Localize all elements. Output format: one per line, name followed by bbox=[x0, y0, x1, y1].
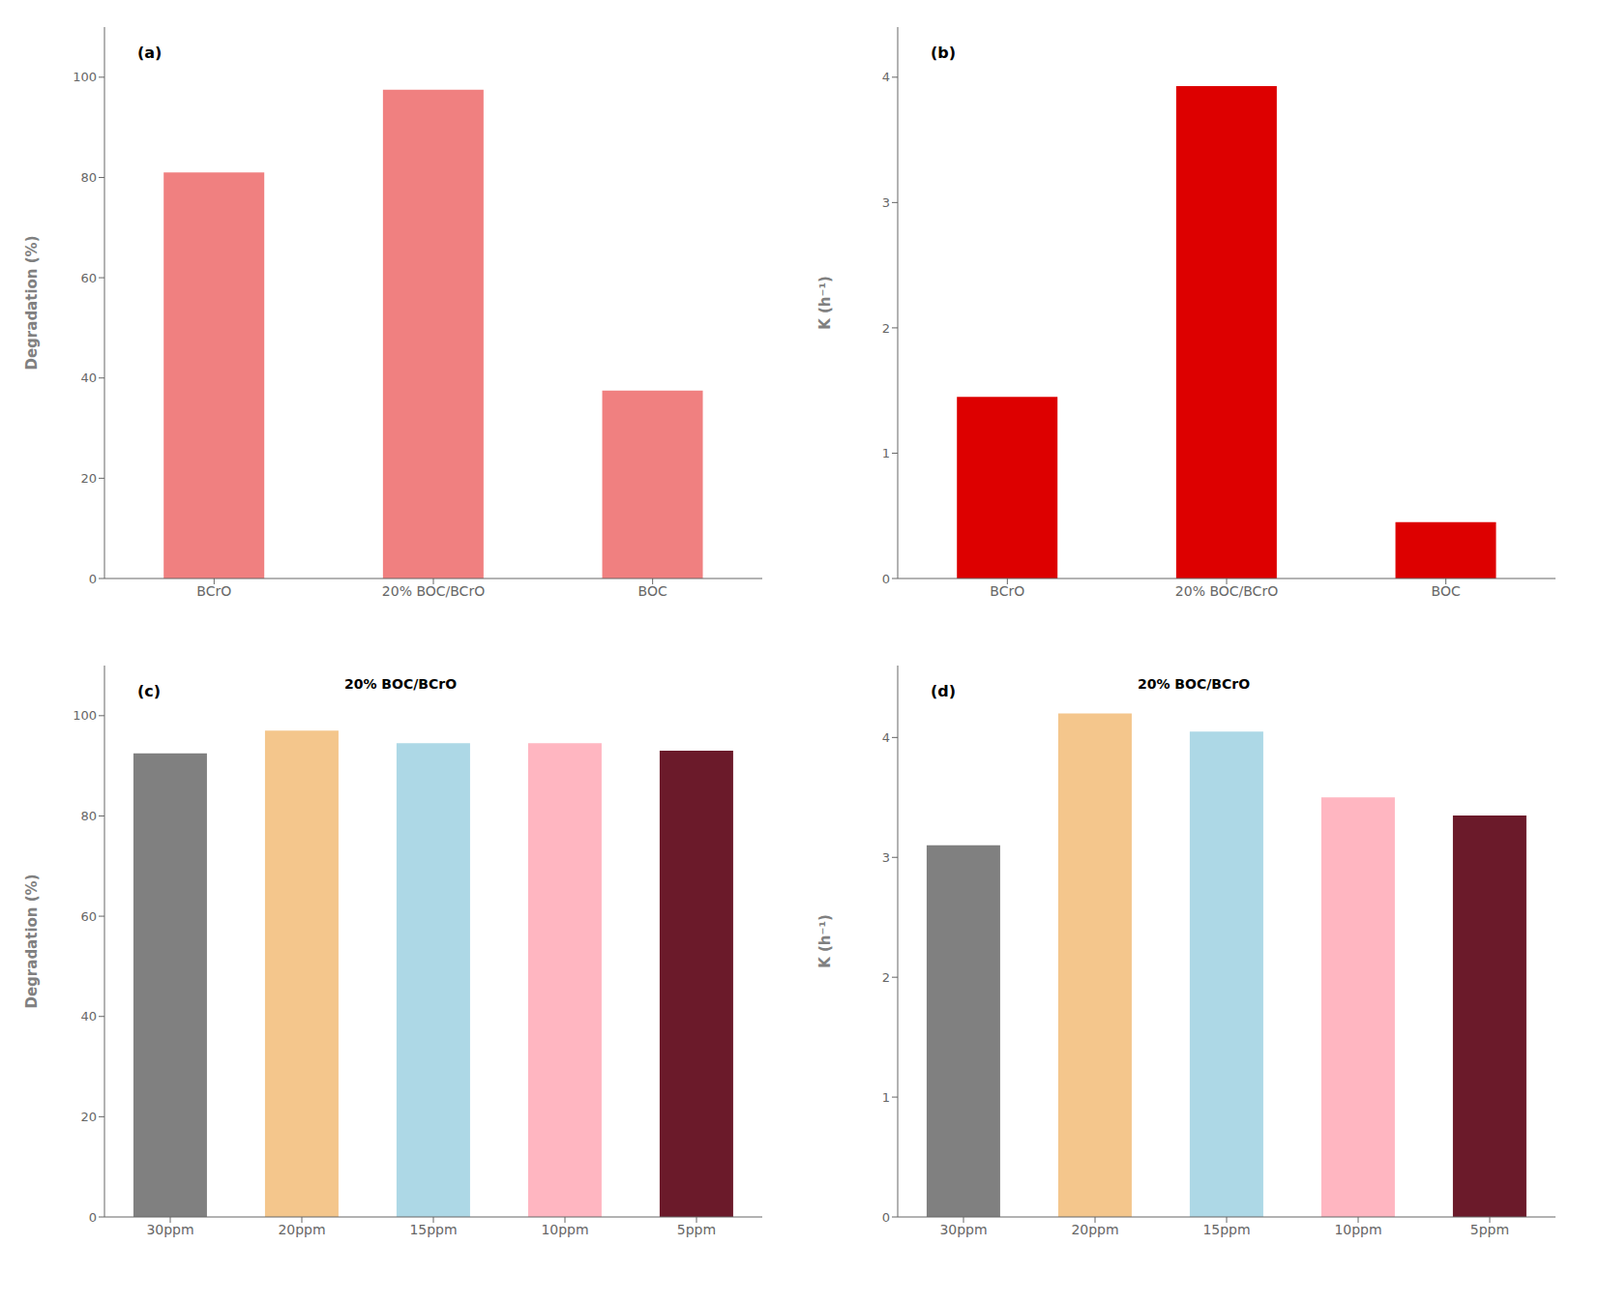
html-text:(b): (b) bbox=[930, 43, 956, 63]
svg-text:0: 0 bbox=[882, 1210, 890, 1225]
svg-text:20% BOC/BCrO: 20% BOC/BCrO bbox=[1175, 583, 1278, 599]
svg-text:K (h⁻¹): K (h⁻¹) bbox=[816, 275, 834, 330]
svg-text:80: 80 bbox=[80, 808, 97, 824]
svg-text:20: 20 bbox=[80, 471, 97, 486]
svg-text:4: 4 bbox=[882, 69, 890, 85]
svg-text:Degradation (%): Degradation (%) bbox=[23, 236, 41, 371]
html-text:(a): (a) bbox=[137, 43, 162, 63]
svg-text:0: 0 bbox=[88, 571, 97, 587]
svg-text:2: 2 bbox=[882, 321, 890, 336]
svg-text:4: 4 bbox=[882, 730, 890, 745]
svg-text:K (h⁻¹): K (h⁻¹) bbox=[816, 914, 834, 969]
svg-text:2: 2 bbox=[882, 970, 890, 985]
svg-text:0: 0 bbox=[882, 571, 890, 587]
svg-text:10ppm: 10ppm bbox=[540, 1221, 589, 1238]
svg-text:3: 3 bbox=[882, 195, 890, 210]
svg-text:60: 60 bbox=[80, 270, 97, 286]
html-text:20% BOC/BCrO: 20% BOC/BCrO bbox=[344, 676, 457, 693]
svg-text:30ppm: 30ppm bbox=[939, 1221, 987, 1238]
html-text:20% BOC/BCrO: 20% BOC/BCrO bbox=[1137, 676, 1250, 693]
html-text:(d): (d) bbox=[930, 682, 956, 701]
svg-text:15ppm: 15ppm bbox=[409, 1221, 457, 1238]
svg-text:40: 40 bbox=[80, 1008, 97, 1024]
svg-text:100: 100 bbox=[72, 69, 97, 85]
svg-text:100: 100 bbox=[72, 708, 97, 723]
svg-text:3: 3 bbox=[882, 850, 890, 865]
svg-text:20ppm: 20ppm bbox=[1070, 1221, 1119, 1238]
svg-text:60: 60 bbox=[80, 909, 97, 924]
svg-text:Degradation (%): Degradation (%) bbox=[23, 874, 41, 1009]
svg-text:10ppm: 10ppm bbox=[1333, 1221, 1382, 1238]
svg-text:20% BOC/BCrO: 20% BOC/BCrO bbox=[382, 583, 485, 599]
svg-text:15ppm: 15ppm bbox=[1202, 1221, 1250, 1238]
svg-text:1: 1 bbox=[882, 445, 890, 461]
html-text:(c): (c) bbox=[137, 682, 161, 701]
svg-text:0: 0 bbox=[88, 1210, 97, 1225]
svg-text:5ppm: 5ppm bbox=[677, 1221, 716, 1238]
svg-text:1: 1 bbox=[882, 1090, 890, 1105]
svg-text:BOC: BOC bbox=[638, 583, 668, 599]
svg-text:20ppm: 20ppm bbox=[277, 1221, 326, 1238]
svg-text:80: 80 bbox=[80, 170, 97, 185]
svg-text:BCrO: BCrO bbox=[989, 583, 1025, 599]
svg-text:20: 20 bbox=[80, 1109, 97, 1125]
svg-text:30ppm: 30ppm bbox=[146, 1221, 194, 1238]
svg-text:40: 40 bbox=[80, 370, 97, 386]
svg-text:BOC: BOC bbox=[1431, 583, 1461, 599]
svg-text:BCrO: BCrO bbox=[196, 583, 232, 599]
svg-text:5ppm: 5ppm bbox=[1470, 1221, 1510, 1238]
